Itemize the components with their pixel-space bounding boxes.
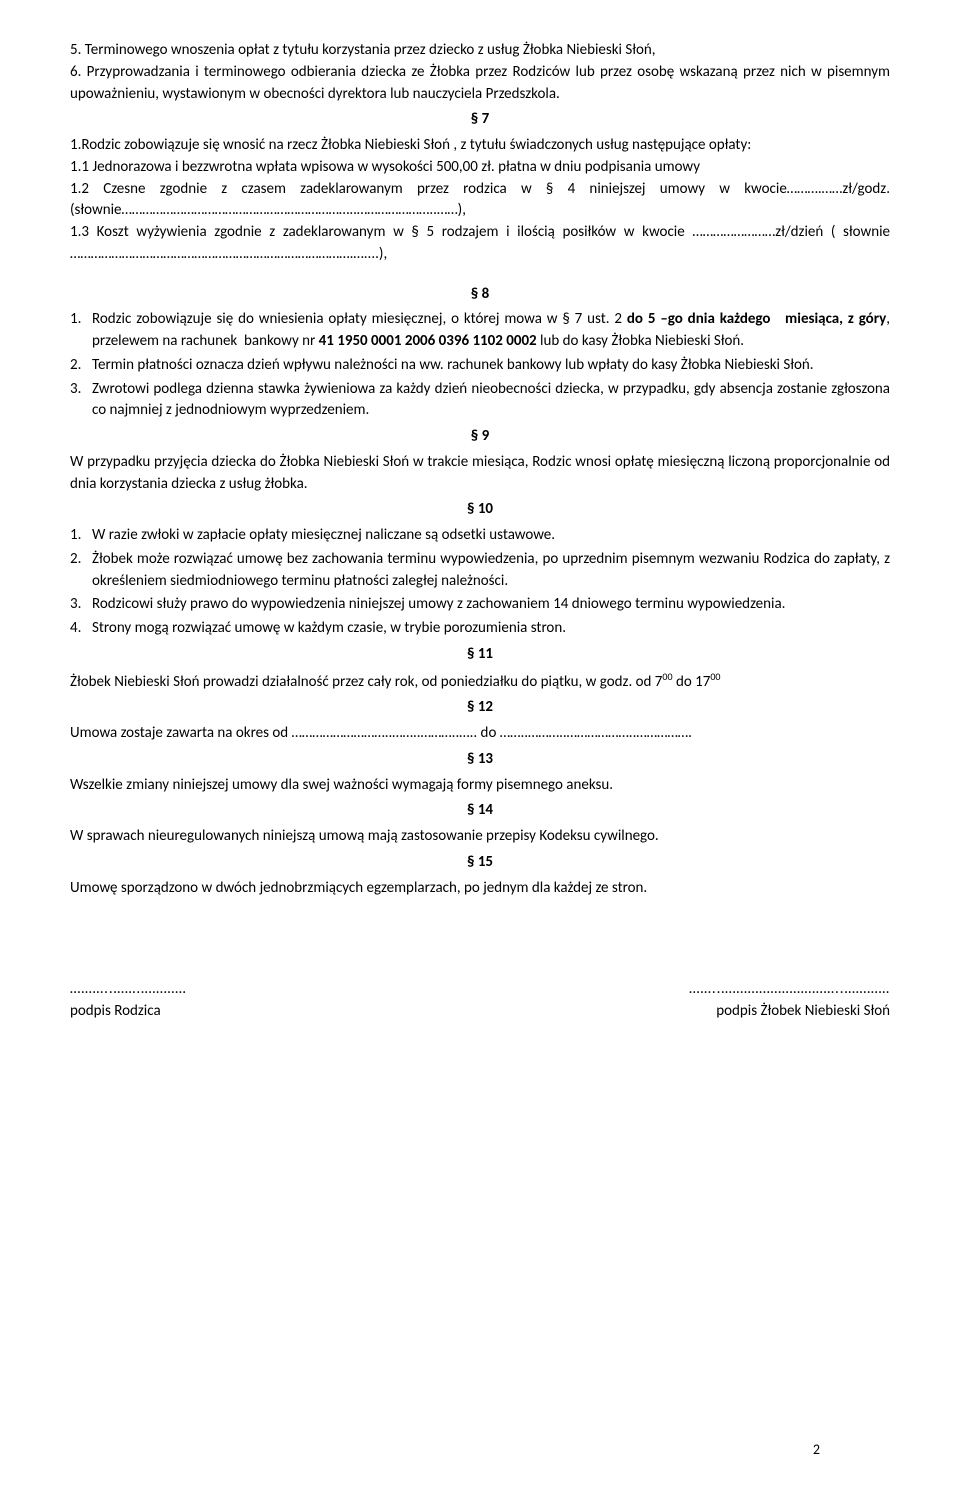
section-9-heading: § 9 xyxy=(70,426,890,448)
signature-left: ………..…….………… podpis Rodzica xyxy=(70,979,439,1023)
signature-row: ………..…….………… podpis Rodzica ……..……………………… xyxy=(70,979,890,1023)
s7-1-1: 1.1 Jednorazowa i bezzwrotna wpłata wpis… xyxy=(70,157,890,179)
s7-1: 1.Rodzic zobowiązuje się wnosić na rzecz… xyxy=(70,135,890,157)
s14-text: W sprawach nieuregulowanych niniejszą um… xyxy=(70,826,890,848)
signature-label-right: podpis Żłobek Niebieski Słoń xyxy=(521,1001,890,1023)
item-5: 5. Terminowego wnoszenia opłat z tytułu … xyxy=(70,40,890,62)
section-15-heading: § 15 xyxy=(70,852,890,874)
section-13-heading: § 13 xyxy=(70,749,890,771)
s10-item-2: 2.Żłobek może rozwiązać umowę bez zachow… xyxy=(70,549,890,593)
signature-dots-left: ………..…….………… xyxy=(70,979,439,1001)
section-7-heading: § 7 xyxy=(70,109,890,131)
s10-item-4: 4.Strony mogą rozwiązać umowę w każdym c… xyxy=(70,618,890,640)
list-number: 1. xyxy=(70,525,92,547)
list-number: 2. xyxy=(70,355,92,377)
section-11-heading: § 11 xyxy=(70,644,890,666)
s7-1-3: 1.3 Koszt wyżywienia zgodnie z zadeklaro… xyxy=(70,222,890,266)
s15-text: Umowę sporządzono w dwóch jednobrzmiącyc… xyxy=(70,878,890,900)
s10-item-3: 3.Rodzicowi służy prawo do wypowiedzenia… xyxy=(70,594,890,616)
s10-item-1: 1.W razie zwłoki w zapłacie opłaty miesi… xyxy=(70,525,890,547)
page-number: 2 xyxy=(813,1440,820,1460)
section-12-heading: § 12 xyxy=(70,697,890,719)
item-6: 6. Przyprowadzania i terminowego odbiera… xyxy=(70,62,890,106)
list-number: 1. xyxy=(70,309,92,331)
s8-item-3: 3.Zwrotowi podlega dzienna stawka żywien… xyxy=(70,379,890,423)
list-number: 3. xyxy=(70,379,92,401)
s8-item-2: 2.Termin płatności oznacza dzień wpływu … xyxy=(70,355,890,377)
s7-1-2: 1.2 Czesne zgodnie z czasem zadeklarowan… xyxy=(70,179,890,223)
s8-item-1: 1.Rodzic zobowiązuje się do wniesienia o… xyxy=(70,309,890,353)
signature-dots-right: ……..…………………………..………… xyxy=(521,979,890,1001)
section-8-heading: § 8 xyxy=(70,284,890,306)
s12-text: Umowa zostaje zawarta na okres od ………………… xyxy=(70,723,890,745)
list-number: 2. xyxy=(70,549,92,571)
list-number: 3. xyxy=(70,594,92,616)
section-10-heading: § 10 xyxy=(70,499,890,521)
signature-right: ……..…………………………..………… podpis Żłobek Niebi… xyxy=(521,979,890,1023)
s9-text: W przypadku przyjęcia dziecka do Żłobka … xyxy=(70,452,890,496)
signature-label-left: podpis Rodzica xyxy=(70,1001,439,1023)
s13-text: Wszelkie zmiany niniejszej umowy dla swe… xyxy=(70,775,890,797)
list-number: 4. xyxy=(70,618,92,640)
s11-text: Żłobek Niebieski Słoń prowadzi działalno… xyxy=(70,670,890,694)
section-14-heading: § 14 xyxy=(70,800,890,822)
